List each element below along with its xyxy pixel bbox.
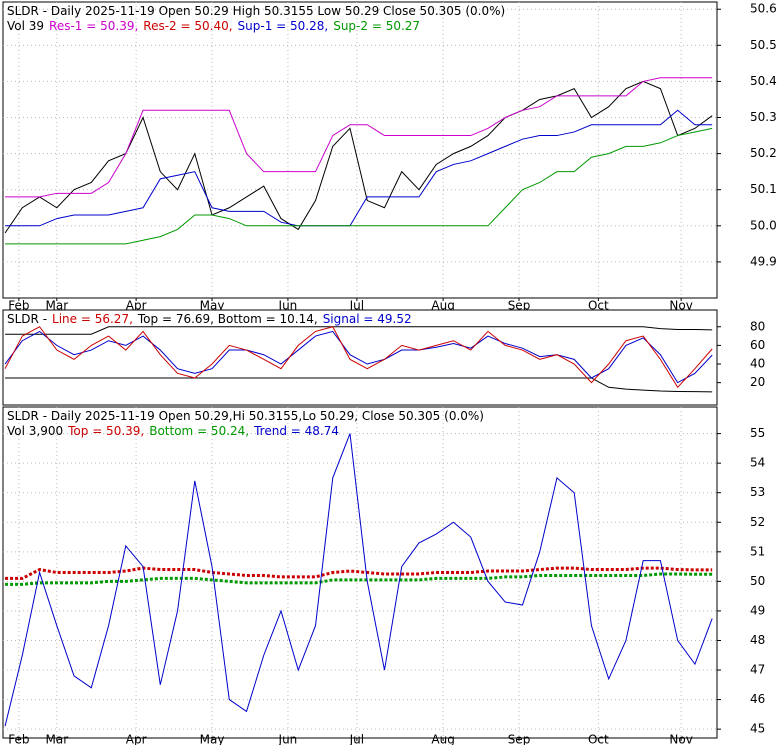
header-text: Vol 39 [7,19,44,33]
header-text: SLDR - Daily 2025-11-19 Open 50.29,Hi 50… [7,409,484,423]
y-tick-label: 45 [750,722,765,736]
header-text: SLDR - Daily 2025-11-19 Open 50.29 High … [7,4,505,18]
x-tick-label: Nov [669,733,692,745]
x-tick-label: Jul [349,299,364,313]
panel-frame [2,406,718,739]
x-tick-label: Nov [669,299,692,313]
panel-frame [2,1,718,299]
y-tick-label: 50.4 [750,74,777,88]
y-tick-label: 55 [750,426,765,440]
y-tick-label: 60 [750,338,765,352]
y-tick-label: 50.2 [750,146,777,160]
header-line: Vol 3,900 Top = 50.39, Bottom = 50.24, Tren… [7,424,339,438]
x-tick-label: Aug [431,733,454,745]
header-text: Signal = 49.52 [323,312,412,326]
header-text: Line = 56.27, [52,312,133,326]
y-tick-label: 50.5 [750,38,777,52]
x-tick-label: May [200,299,225,313]
x-tick-label: Apr [126,733,147,745]
y-tick-label: 46 [750,692,765,706]
y-tick-label: 52 [750,515,765,529]
x-tick-label: Jun [278,299,298,313]
x-tick-label: Aug [431,299,454,313]
y-tick-label: 40 [750,357,765,371]
series-line [5,566,713,580]
series-line [4,326,713,389]
y-tick-label: 50.0 [750,218,777,232]
y-tick-label: 48 [750,633,765,647]
y-tick-label: 51 [750,544,765,558]
x-tick-label: Apr [126,299,147,313]
series-line [5,326,713,335]
y-tick-label: 53 [750,485,765,499]
y-tick-label: 47 [750,663,765,677]
x-tick-label: May [200,733,225,745]
x-tick-label: Jul [349,733,364,745]
y-tick-label: 50 [750,574,765,588]
header-text: Bottom = 50.24, [149,424,249,438]
y-tick-label: 20 [750,375,765,389]
panel-frame [2,309,718,406]
header-text: Sup-2 = 50.27 [333,19,420,33]
x-tick-label: Oct [588,299,609,313]
header-text: Trend = 48.74 [253,424,339,438]
y-tick-label: 54 [750,456,765,470]
header-text: Res-1 = 50.39, [49,19,138,33]
x-tick-label: Jun [278,733,298,745]
header-text: Vol 3,900 [7,424,63,438]
x-tick-label: Sep [508,299,531,313]
x-tick-label: Mar [45,299,68,313]
y-tick-label: 50.1 [750,182,777,196]
y-tick-label: 49.9 [750,254,777,268]
series-line [5,109,713,227]
header-line: SLDR - Line = 56.27, Top = 76.69, Bottom =… [7,312,412,326]
header-line: SLDR - Daily 2025-11-19 Open 50.29,Hi 50… [7,409,484,423]
x-tick-label: Mar [45,733,68,745]
header-line: SLDR - Daily 2025-11-19 Open 50.29 High … [7,4,505,18]
y-tick-label: 49 [750,603,765,617]
x-tick-label: Sep [508,733,531,745]
header-text: Top = 50.39, [67,424,144,438]
header-text: Res-2 = 50.40, [143,19,232,33]
series-line [5,127,713,245]
header-text: Sup-1 = 50.28, [238,19,329,33]
series-line [4,330,713,384]
x-tick-label: Feb [8,299,29,313]
header-text: SLDR - [7,312,47,326]
series-line [5,77,713,198]
y-tick-label: 50.6 [750,2,777,16]
header-line: Vol 39 Res-1 = 50.39, Res-2 = 50.40, Sup-1 … [7,19,420,33]
header-text: Top = 76.69, Bottom = 10.14, [137,312,318,326]
x-tick-label: Feb [8,733,29,745]
series-line [4,80,713,234]
series-line [4,433,713,727]
y-tick-label: 50.3 [750,110,777,124]
x-tick-label: Oct [588,733,609,745]
series-line [5,572,713,586]
y-tick-label: 80 [750,319,765,333]
